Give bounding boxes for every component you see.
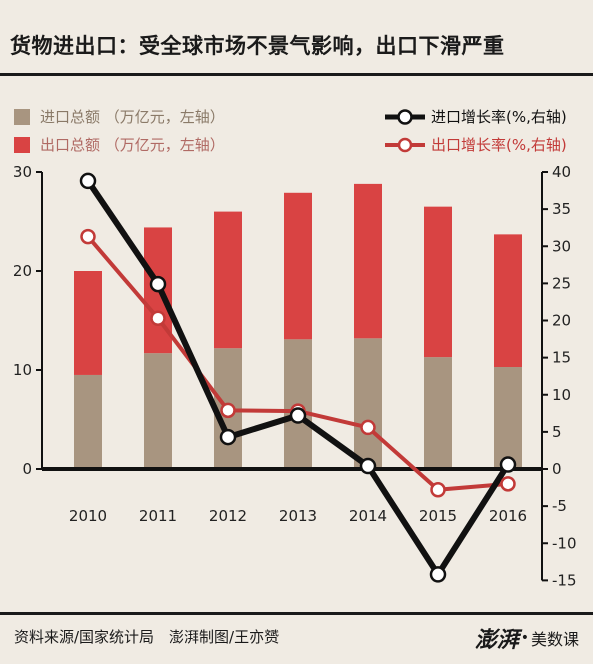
bar-export-total — [214, 211, 242, 349]
x-axis-tick-label: 2010 — [69, 507, 107, 525]
legend-export-total: 出口总额 （万亿元，左轴） — [14, 134, 225, 155]
bar-import-total — [354, 338, 382, 469]
point-import-growth — [359, 457, 377, 475]
legend-export-growth: 出口增长率(%,右轴) — [385, 134, 567, 155]
legend-line-import-growth — [385, 108, 425, 125]
left-axis-tick-label: 20 — [13, 262, 32, 280]
right-axis-tick-label: 15 — [552, 349, 571, 367]
bar-export-total — [284, 192, 312, 340]
right-axis-tick-label: -10 — [552, 534, 577, 552]
right-axis-tick-label: 10 — [552, 386, 571, 404]
x-axis-tick-label: 2016 — [489, 507, 527, 525]
right-axis-tick-label: 0 — [552, 460, 562, 478]
right-axis-tick-label: -5 — [552, 497, 567, 515]
top-divider — [0, 73, 593, 76]
bar-export-total — [424, 206, 452, 358]
point-export-growth — [150, 310, 166, 327]
point-import-growth — [499, 456, 517, 473]
right-axis-tick-label: 35 — [552, 200, 571, 218]
legend-import-growth: 进口增长率(%,右轴) — [385, 106, 567, 127]
legend-line-export-growth — [385, 137, 425, 152]
chart-title: 货物进出口：受全球市场不景气影响，出口下滑严重 — [10, 34, 505, 58]
right-axis-tick-label: 5 — [552, 423, 562, 441]
legend-label-export-total: 出口总额 （万亿元，左轴） — [40, 136, 225, 154]
plot-area: 0 10 20 30 -15 -10 -5 0 5 10 15 20 25 30 35 40 2010 2011 2… — [13, 163, 577, 589]
x-axis-tick-label: 2012 — [209, 507, 247, 525]
point-import-growth — [289, 407, 307, 424]
brand-logo-main: 澎湃 — [474, 627, 519, 653]
brand-logo-sub: 美数课 — [530, 630, 579, 649]
x-axis-tick-label: 2013 — [279, 507, 317, 525]
right-axis-tick-label: 30 — [552, 237, 571, 255]
legend-swatch-import-total — [14, 108, 30, 125]
point-export-growth — [430, 482, 446, 498]
legend-label-import-total: 进口总额 （万亿元，左轴） — [40, 108, 225, 126]
bar-import-total — [74, 374, 102, 469]
right-axis-tick-label: 40 — [552, 163, 571, 181]
legend-label-import-growth: 进口增长率(%,右轴) — [431, 108, 567, 126]
bar-import-total — [424, 357, 452, 469]
x-axis-tick-label: 2011 — [139, 507, 177, 525]
right-axis-tick-label: -15 — [552, 571, 577, 589]
bar-export-total — [494, 234, 522, 368]
bar-import-total — [144, 353, 172, 469]
point-import-growth — [79, 172, 97, 190]
bar-export-total — [74, 271, 102, 375]
brand-logo: 澎湃 • 美数课 — [475, 622, 579, 654]
left-axis-tick-label: 0 — [22, 460, 32, 478]
legend-label-export-growth: 出口增长率(%,右轴) — [431, 136, 567, 154]
point-export-growth — [360, 419, 376, 436]
bar-export-total — [354, 183, 382, 339]
source-credit: 资料来源/国家统计局 澎湃制图/王亦赟 — [14, 628, 280, 646]
point-import-growth — [219, 428, 237, 446]
left-axis-tick-label: 30 — [13, 163, 32, 181]
point-import-growth — [429, 566, 447, 583]
point-export-growth — [500, 476, 516, 492]
x-axis-tick-label: 2014 — [349, 507, 387, 525]
bottom-divider — [0, 612, 593, 615]
brand-logo-dot: • — [520, 630, 529, 646]
x-axis-tick-label: 2015 — [419, 507, 457, 525]
legend-import-total: 进口总额 （万亿元，左轴） — [14, 106, 225, 127]
point-import-growth — [149, 275, 167, 293]
right-axis-tick-label: 20 — [552, 312, 571, 330]
point-export-growth — [80, 228, 96, 245]
left-axis-tick-label: 10 — [13, 361, 32, 379]
legend-swatch-export-total — [14, 136, 30, 153]
bar-import-total — [494, 367, 522, 469]
point-export-growth — [220, 402, 236, 419]
right-axis-tick-label: 25 — [552, 274, 571, 292]
